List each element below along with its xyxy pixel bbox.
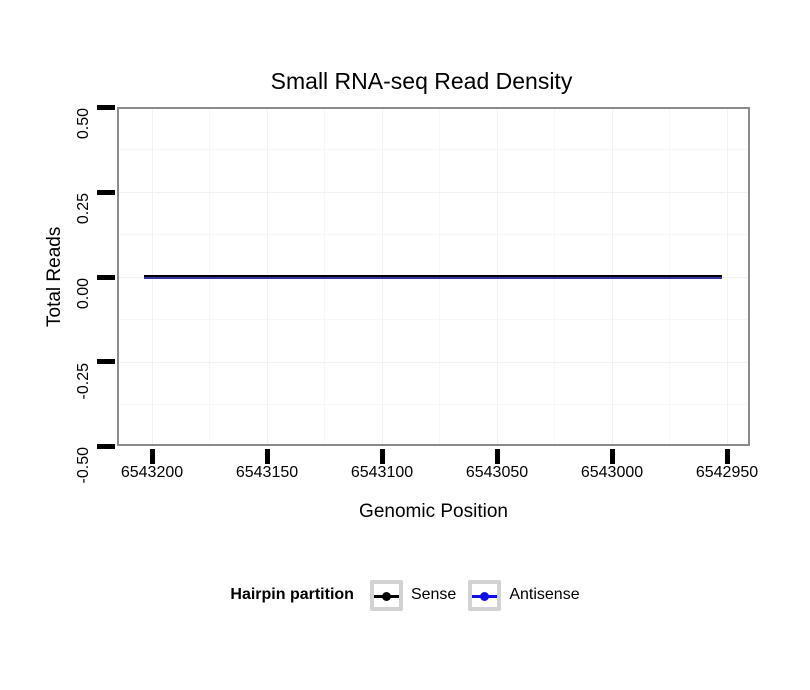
antisense-data-line (144, 277, 722, 279)
y-tick-label: 0.25 (75, 193, 92, 225)
gridline-major (119, 362, 748, 363)
gridline-major (119, 192, 748, 193)
gridline-minor (119, 149, 748, 150)
x-tick-label: 6542950 (695, 464, 759, 481)
legend-key-antisense (468, 579, 502, 611)
y-tick-label: -0.25 (75, 363, 92, 400)
y-tick-mark (97, 190, 115, 195)
y-tick-label: -0.50 (75, 447, 92, 484)
legend: Hairpin partition Sense Antisense (0, 578, 810, 612)
legend-label-antisense: Antisense (509, 586, 580, 603)
antisense-point-glyph (480, 591, 490, 601)
sense-point-glyph (381, 591, 391, 601)
chart-title: Small RNA-seq Read Density (270, 68, 573, 94)
x-tick-label: 6543100 (350, 464, 414, 481)
gridline-minor (119, 404, 748, 405)
y-tick-label: 0.00 (75, 278, 92, 310)
y-tick-mark (97, 359, 115, 364)
y-tick-mark (97, 275, 115, 280)
x-tick-mark (495, 449, 500, 464)
y-axis-title: Total Reads (44, 226, 65, 327)
x-tick-label: 6543000 (580, 464, 644, 481)
sense-data-line (144, 275, 722, 277)
x-tick-label: 6543150 (235, 464, 299, 481)
x-tick-mark (380, 449, 385, 464)
gridline-minor (119, 319, 748, 320)
x-tick-label: 6543200 (120, 464, 184, 481)
gridline-minor (119, 234, 748, 235)
legend-title: Hairpin partition (230, 586, 354, 603)
legend-key-sense (369, 579, 403, 611)
x-tick-mark (725, 449, 730, 464)
legend-label-sense: Sense (410, 586, 457, 603)
x-tick-mark (150, 449, 155, 464)
y-tick-mark (97, 105, 115, 110)
x-axis-title: Genomic Position (359, 501, 508, 522)
x-tick-mark (610, 449, 615, 464)
plot-panel (117, 107, 750, 446)
x-tick-label: 6543050 (465, 464, 529, 481)
y-tick-label: 0.50 (75, 108, 92, 140)
x-tick-mark (265, 449, 270, 464)
gridline-major (727, 109, 728, 444)
y-tick-mark (97, 444, 115, 449)
